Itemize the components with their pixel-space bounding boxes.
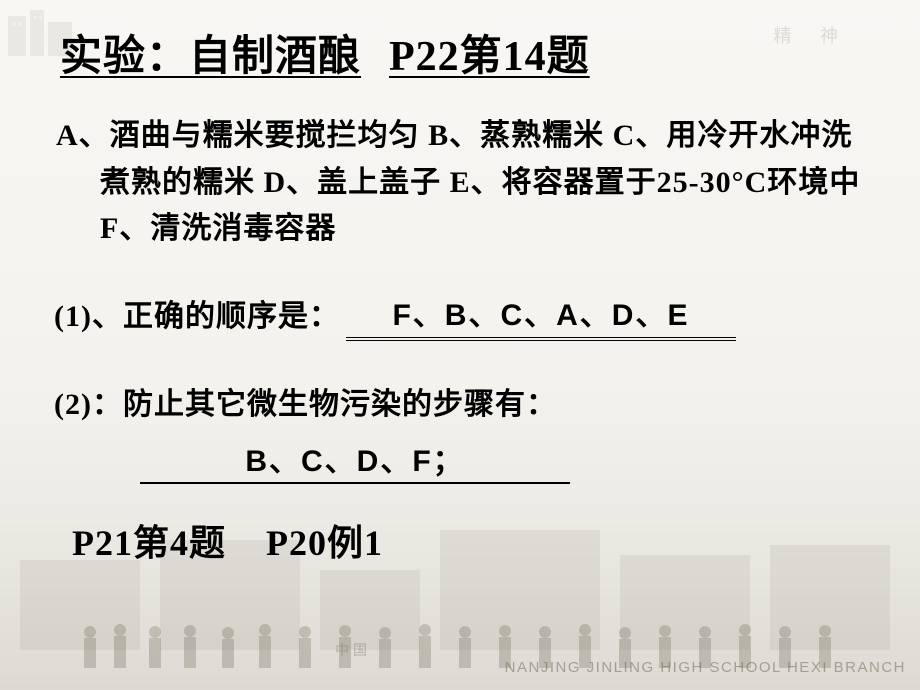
slide-title: 实验：自制酒酿 P22第14题 bbox=[60, 22, 866, 83]
bottom-ref-a: P21第4题 bbox=[72, 523, 226, 563]
question-1: (1)、正确的顺序是： F、B、C、A、D、E bbox=[54, 293, 866, 341]
footer-brand-text: NANJING JINLING HIGH SCHOOL HEXI BRANCH bbox=[505, 659, 906, 676]
bottom-ref-b: P20例1 bbox=[266, 523, 383, 563]
options-text: A、酒曲与糯米要搅拦均匀 B、蒸熟糯米 C、用冷开水冲洗煮熟的糯米 D、盖上盖子… bbox=[56, 113, 866, 253]
q2-label: (2)：防止其它微生物污染的步骤有： bbox=[54, 388, 557, 421]
title-prefix: 实验： bbox=[60, 34, 189, 80]
footer-cn-text: 中国 bbox=[335, 640, 371, 660]
q1-answer-blank: F、B、C、A、D、E bbox=[346, 297, 736, 341]
q2-answer: B、C、D、F； bbox=[245, 445, 464, 478]
q1-answer: F、B、C、A、D、E bbox=[392, 299, 689, 332]
title-ref: P22第14题 bbox=[389, 34, 590, 80]
bottom-references: P21第4题 P20例1 bbox=[72, 514, 866, 566]
title-main: 自制酒酿 bbox=[189, 34, 361, 80]
slide-content: 实验：自制酒酿 P22第14题 A、酒曲与糯米要搅拦均匀 B、蒸熟糯米 C、用冷开… bbox=[0, 0, 920, 566]
q2-answer-blank: B、C、D、F； bbox=[140, 443, 570, 485]
q1-label: (1)、正确的顺序是： bbox=[54, 300, 340, 333]
question-2: (2)：防止其它微生物污染的步骤有： B、C、D、F； bbox=[54, 381, 866, 485]
